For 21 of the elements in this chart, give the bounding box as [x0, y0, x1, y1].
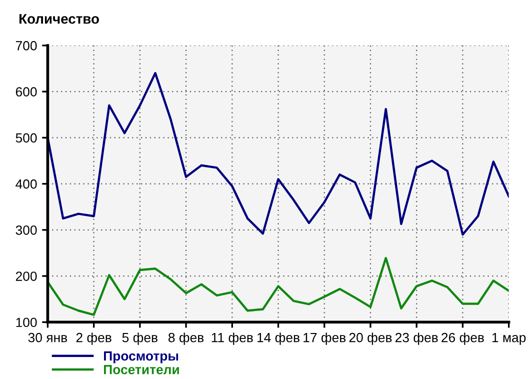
x-tick-label: 17 фев [304, 332, 346, 345]
x-tick-label: 14 фев [257, 332, 300, 345]
y-tick-label: 300 [16, 225, 37, 235]
x-tick-label: 2 фев [76, 332, 112, 345]
x-tick-label: 11 фев [212, 332, 253, 345]
y-tick-label: 400 [16, 179, 37, 189]
legend-label: Просмотры [104, 351, 178, 364]
x-tick-label: 1 мар [492, 333, 526, 345]
y-tick-label: 700 [16, 41, 37, 50]
y-tick-label: 100 [16, 318, 37, 328]
x-tick-label: 30 янв [28, 332, 68, 342]
y-axis-title: Количество [19, 14, 99, 24]
x-tick-label: 5 фев [122, 332, 158, 345]
x-tick-label: 8 фев [168, 332, 204, 345]
y-tick-label: 500 [16, 133, 37, 143]
legend-label: Посетители [104, 365, 179, 374]
x-tick-label: 20 фев [349, 332, 392, 345]
y-tick-label: 600 [16, 87, 37, 96]
x-tick-label: 23 фев [395, 332, 438, 345]
x-tick-label: 26 фев [442, 332, 484, 345]
y-tick-label: 200 [16, 272, 37, 281]
